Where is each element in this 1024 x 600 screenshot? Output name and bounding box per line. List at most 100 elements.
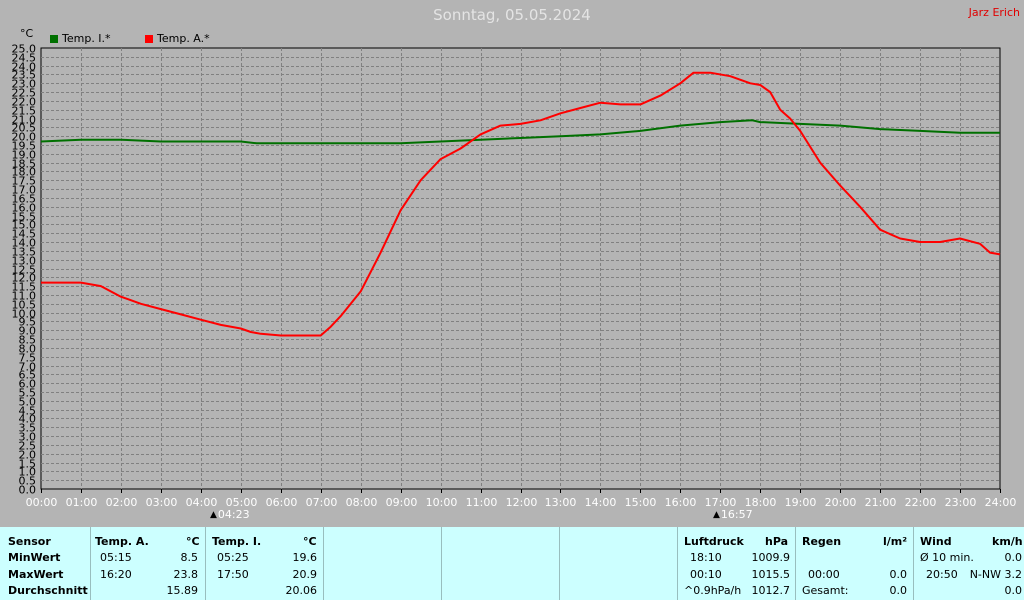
y-tick-label: 8.0 xyxy=(19,343,37,356)
pressure-unit: hPa xyxy=(765,535,789,548)
pressure-min-value: 1009.9 xyxy=(751,551,791,564)
series-line-temp-outside xyxy=(41,71,1001,337)
y-tick-label: 23.0 xyxy=(12,78,37,91)
temp-i-avg-value: 20.06 xyxy=(285,584,318,597)
wind-max-time: 20:50 xyxy=(926,568,958,581)
temp-i-min-value: 19.6 xyxy=(292,551,318,564)
x-tick-label: 01:00 xyxy=(66,496,98,509)
y-tick-label: 21.0 xyxy=(12,114,37,127)
rain-header: Regen xyxy=(802,535,842,548)
y-tick-label: 7.5 xyxy=(19,352,37,365)
y-axis-ticks: 0.00.51.01.52.02.53.03.54.04.55.05.56.06… xyxy=(12,43,37,497)
y-axis-unit: °C xyxy=(20,27,34,40)
y-tick-label: 22.0 xyxy=(12,96,37,109)
x-tick-label: 14:00 xyxy=(585,496,617,509)
x-tick-label: 08:00 xyxy=(346,496,378,509)
wind-max-value: N-NW 3.2 xyxy=(969,568,1022,581)
sunset-icon: ▲ xyxy=(713,509,720,520)
stats-col-empty-2 xyxy=(441,527,560,600)
x-tick-label: 04:00 xyxy=(186,496,218,509)
y-tick-label: 9.0 xyxy=(19,325,37,338)
y-tick-label: 2.5 xyxy=(19,440,37,453)
stats-col-temp-a xyxy=(90,527,206,600)
stats-row-min: MinWert xyxy=(8,551,61,564)
wind-header: Wind xyxy=(920,535,952,548)
y-tick-label: 1.5 xyxy=(19,458,37,471)
y-tick-label: 25.0 xyxy=(12,43,37,56)
y-tick-label: 5.5 xyxy=(19,387,37,400)
y-tick-label: 22.5 xyxy=(12,87,37,100)
wind-last-value: 0.0 xyxy=(1004,584,1023,597)
sunset-time: 16:57 xyxy=(720,508,753,521)
stats-col-empty-1 xyxy=(323,527,442,600)
temp-a-max-value: 23.8 xyxy=(173,568,199,581)
rain-total-value: 0.0 xyxy=(889,584,908,597)
wind-avg-label: Ø 10 min. xyxy=(920,551,974,564)
sunrise-marker: ▲ 04:23 xyxy=(210,508,250,521)
stats-col-temp-i xyxy=(205,527,324,600)
temp-a-min-value: 8.5 xyxy=(180,551,199,564)
legend-item-temp-outside: Temp. A.* xyxy=(145,32,210,45)
x-tick-label: 23:00 xyxy=(945,496,977,509)
y-tick-label: 6.5 xyxy=(19,369,37,382)
temp-a-header: Temp. A. xyxy=(95,535,149,548)
x-tick-label: 10:00 xyxy=(426,496,458,509)
x-tick-label: 13:00 xyxy=(545,496,577,509)
y-tick-label: 11.5 xyxy=(12,281,37,294)
y-tick-label: 3.5 xyxy=(19,422,37,435)
rain-max-time: 00:00 xyxy=(808,568,840,581)
series-line-temp-inside xyxy=(40,119,1000,145)
y-tick-label: 18.5 xyxy=(12,158,37,171)
x-tick-label: 21:00 xyxy=(865,496,897,509)
y-tick-label: 9.5 xyxy=(19,316,37,329)
stats-row-avg: Durchschnitt xyxy=(8,584,88,597)
plot-border xyxy=(40,47,1001,490)
temp-a-min-time: 05:15 xyxy=(100,551,132,564)
pressure-trend-value: 1012.7 xyxy=(751,584,791,597)
x-tick-label: 17:00 xyxy=(705,496,737,509)
chart-series xyxy=(40,71,1001,337)
chart-svg: 0.00.51.01.52.02.53.03.54.04.55.05.56.06… xyxy=(12,43,1017,510)
legend-label-temp-inside: Temp. I.* xyxy=(62,32,111,45)
x-axis-ticks: 00:00 01:00 02:00 03:00 04:00 05:00 06:00 07:00… xyxy=(26,489,1017,509)
x-tick-label: 03:00 xyxy=(146,496,178,509)
temp-a-max-time: 16:20 xyxy=(100,568,132,581)
temp-a-unit: °C xyxy=(186,535,200,548)
x-tick-label: 24:00 xyxy=(985,496,1017,509)
x-tick-label: 12:00 xyxy=(506,496,538,509)
x-tick-label: 07:00 xyxy=(306,496,338,509)
pressure-max-time: 00:10 xyxy=(690,568,722,581)
y-tick-label: 15.0 xyxy=(12,219,37,232)
y-tick-label: 15.5 xyxy=(12,211,37,224)
stats-table: Sensor MinWert MaxWert Durchschnitt Temp… xyxy=(0,527,1024,600)
x-tick-label: 09:00 xyxy=(386,496,418,509)
y-tick-label: 0.0 xyxy=(19,484,37,497)
x-tick-label: 20:00 xyxy=(825,496,857,509)
y-tick-label: 19.0 xyxy=(12,149,37,162)
chart-grid xyxy=(40,47,1001,490)
y-tick-label: 6.0 xyxy=(19,378,37,391)
y-tick-label: 5.0 xyxy=(19,396,37,409)
y-tick-label: 13.5 xyxy=(12,246,37,259)
y-tick-label: 12.0 xyxy=(12,272,37,285)
legend-swatch-temp-inside xyxy=(50,34,58,43)
x-tick-label: 02:00 xyxy=(106,496,138,509)
y-tick-label: 23.5 xyxy=(12,69,37,82)
legend-item-temp-inside: Temp. I.* xyxy=(50,32,111,45)
x-tick-label: 19:00 xyxy=(785,496,817,509)
y-tick-label: 16.0 xyxy=(12,202,37,215)
y-tick-label: 0.5 xyxy=(19,475,37,488)
chart-title: Sonntag, 05.05.2024 xyxy=(433,6,591,24)
y-tick-label: 4.0 xyxy=(19,413,37,426)
pressure-trend-label: ^0.9hPa/h xyxy=(684,584,742,597)
temp-i-unit: °C xyxy=(303,535,317,548)
y-tick-label: 24.5 xyxy=(12,52,37,65)
y-tick-label: 10.0 xyxy=(12,308,37,321)
y-tick-label: 4.5 xyxy=(19,405,37,418)
y-tick-label: 21.5 xyxy=(12,105,37,118)
y-tick-label: 24.0 xyxy=(12,61,37,74)
y-tick-label: 14.0 xyxy=(12,237,37,250)
pressure-header: Luftdruck xyxy=(684,535,744,548)
rain-total-label: Gesamt: xyxy=(802,584,849,597)
y-tick-label: 8.5 xyxy=(19,334,37,347)
